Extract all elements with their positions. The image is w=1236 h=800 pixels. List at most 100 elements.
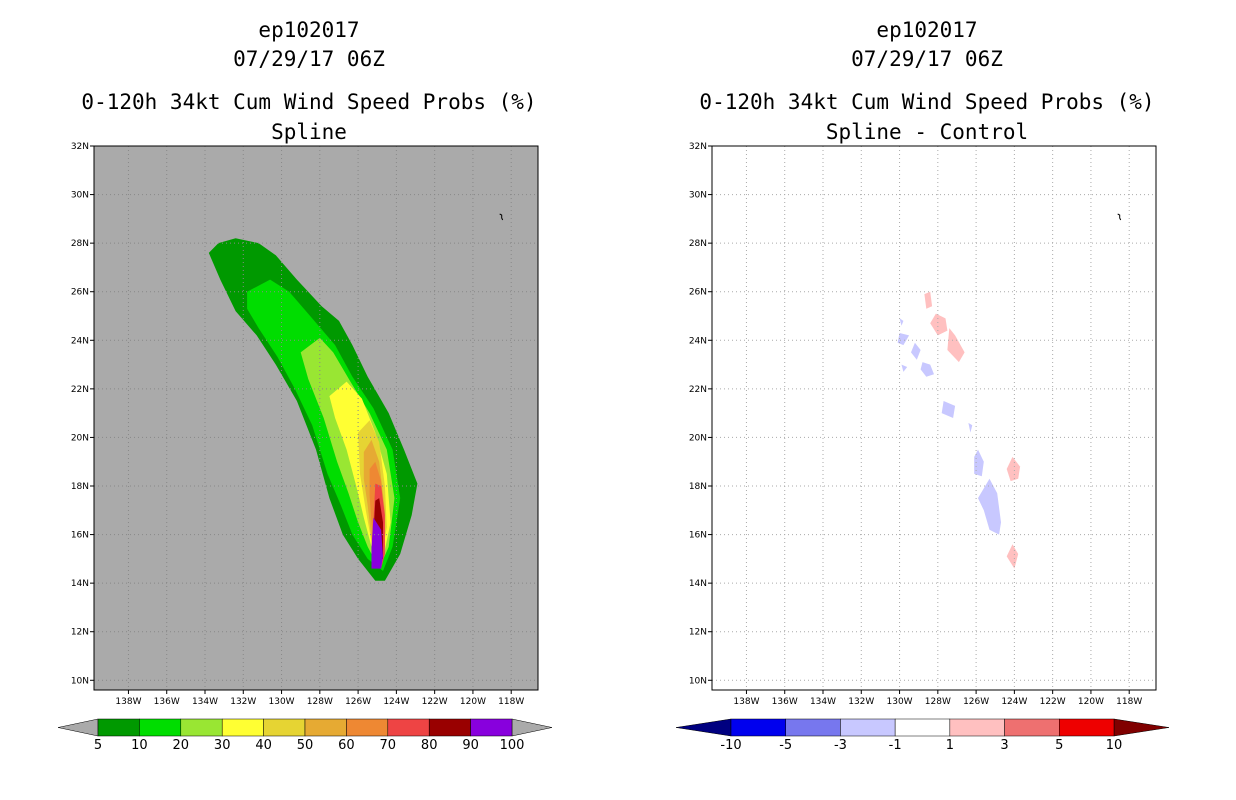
colorbar-swatch-diff-2 bbox=[785, 718, 841, 737]
x-tick-label-134W: 134W bbox=[192, 697, 218, 707]
x-tick-label-138W: 138W bbox=[733, 697, 759, 707]
left-title-line1: ep102017 bbox=[258, 18, 360, 42]
colorbar-swatch-90 bbox=[470, 718, 513, 737]
y-tick-label-30N: 30N bbox=[689, 191, 707, 201]
negative-diff-area-5 bbox=[941, 401, 956, 418]
left-title-line2: 07/29/17 06Z bbox=[233, 47, 385, 71]
x-tick-label-126W: 126W bbox=[345, 697, 371, 707]
y-tick-label-20N: 20N bbox=[71, 433, 89, 443]
colorbar-label-20: 20 bbox=[173, 738, 190, 753]
negative-diff-area-9 bbox=[899, 318, 904, 326]
positive-diff-area-3 bbox=[947, 328, 965, 363]
colorbar-label-5: 5 bbox=[1055, 738, 1063, 753]
plot-background-1 bbox=[712, 146, 1156, 690]
colorbar-swatch-60 bbox=[346, 718, 389, 737]
island-outline-1 bbox=[1117, 213, 1122, 221]
colorbar-label--5: -5 bbox=[779, 738, 792, 753]
x-tick-label-120W: 120W bbox=[460, 697, 486, 707]
x-tick-label-124W: 124W bbox=[1001, 697, 1027, 707]
colorbar-lower-arrow-0 bbox=[57, 718, 99, 737]
positive-diff-area-1 bbox=[924, 291, 933, 309]
colorbar-label-60: 60 bbox=[338, 738, 355, 753]
x-tick-label-128W: 128W bbox=[307, 697, 333, 707]
colorbar-label-5: 5 bbox=[94, 738, 102, 753]
colorbar-label-3: 3 bbox=[1000, 738, 1008, 753]
x-tick-label-122W: 122W bbox=[1040, 697, 1066, 707]
y-tick-label-26N: 26N bbox=[689, 288, 707, 298]
colorbar-label-1: 1 bbox=[946, 738, 954, 753]
y-tick-label-26N: 26N bbox=[71, 288, 89, 298]
colorbar-upper-arrow-1 bbox=[1113, 718, 1170, 737]
y-tick-label-10N: 10N bbox=[71, 676, 89, 686]
x-tick-label-128W: 128W bbox=[925, 697, 951, 707]
right-title-line3: 0-120h 34kt Cum Wind Speed Probs (%) bbox=[699, 90, 1155, 114]
y-tick-label-20N: 20N bbox=[689, 433, 707, 443]
negative-diff-area-3 bbox=[920, 362, 934, 377]
colorbar-swatch-70 bbox=[387, 718, 430, 737]
positive-diff-area-4 bbox=[1006, 456, 1021, 482]
colorbar-upper-arrow-0 bbox=[511, 718, 553, 737]
colorbar-label-70: 70 bbox=[380, 738, 397, 753]
y-tick-label-18N: 18N bbox=[71, 482, 89, 492]
negative-diff-area-1 bbox=[897, 333, 910, 346]
colorbar-label--10: -10 bbox=[720, 738, 741, 753]
island-outline-0 bbox=[499, 213, 504, 221]
y-tick-label-14N: 14N bbox=[689, 579, 707, 589]
y-tick-label-12N: 12N bbox=[71, 628, 89, 638]
colorbar-swatch-20 bbox=[180, 718, 223, 737]
y-tick-label-22N: 22N bbox=[71, 385, 89, 395]
y-tick-label-28N: 28N bbox=[689, 239, 707, 249]
x-tick-label-136W: 136W bbox=[772, 697, 798, 707]
colorbar-swatch-diff-4 bbox=[894, 718, 951, 737]
colorbar-swatch-diff-1 bbox=[730, 718, 786, 737]
colorbar-swatch-50 bbox=[304, 718, 347, 737]
y-tick-label-24N: 24N bbox=[689, 336, 707, 346]
left-title-line3: 0-120h 34kt Cum Wind Speed Probs (%) bbox=[81, 90, 537, 114]
right-title-line1: ep102017 bbox=[876, 18, 978, 42]
colorbar-swatch-30 bbox=[221, 718, 264, 737]
negative-diff-area-2 bbox=[911, 342, 921, 360]
y-tick-label-32N: 32N bbox=[689, 142, 707, 152]
colorbar-swatch-10 bbox=[139, 718, 182, 737]
colorbar-swatch-diff-3 bbox=[840, 718, 896, 737]
colorbar-swatch-diff-5 bbox=[949, 718, 1005, 737]
x-tick-label-134W: 134W bbox=[810, 697, 836, 707]
y-tick-label-18N: 18N bbox=[689, 482, 707, 492]
colorbar-label-10: 10 bbox=[1106, 738, 1123, 753]
x-tick-label-138W: 138W bbox=[115, 697, 141, 707]
x-tick-label-120W: 120W bbox=[1078, 697, 1104, 707]
x-tick-label-130W: 130W bbox=[269, 697, 295, 707]
y-tick-label-30N: 30N bbox=[71, 191, 89, 201]
colorbar-lower-arrow-1 bbox=[675, 718, 732, 737]
colorbar-label-40: 40 bbox=[255, 738, 272, 753]
x-tick-label-124W: 124W bbox=[383, 697, 409, 707]
y-tick-label-12N: 12N bbox=[689, 628, 707, 638]
y-tick-label-24N: 24N bbox=[71, 336, 89, 346]
colorbar-label-10: 10 bbox=[131, 738, 148, 753]
plot-frame-1 bbox=[711, 145, 1157, 691]
colorbar-label-90: 90 bbox=[462, 738, 479, 753]
negative-diff-area-8 bbox=[978, 478, 1001, 535]
colorbar-swatch-40 bbox=[263, 718, 306, 737]
x-tick-label-132W: 132W bbox=[230, 697, 256, 707]
x-tick-label-118W: 118W bbox=[1116, 697, 1142, 707]
right-subtitle: Spline - Control bbox=[825, 120, 1029, 144]
negative-diff-area-6 bbox=[968, 422, 973, 433]
negative-diff-area-7 bbox=[974, 449, 984, 477]
y-tick-label-32N: 32N bbox=[71, 142, 89, 152]
plot-area-0 bbox=[94, 146, 538, 690]
x-tick-label-122W: 122W bbox=[422, 697, 448, 707]
x-tick-label-130W: 130W bbox=[887, 697, 913, 707]
plot-area-1 bbox=[712, 146, 1156, 690]
colorbar-swatch-diff-6 bbox=[1004, 718, 1060, 737]
y-tick-label-14N: 14N bbox=[71, 579, 89, 589]
x-tick-label-118W: 118W bbox=[498, 697, 524, 707]
negative-diff-area-4 bbox=[901, 364, 908, 372]
plot-frame-0 bbox=[93, 145, 539, 691]
colorbar-label-50: 50 bbox=[297, 738, 314, 753]
y-tick-label-28N: 28N bbox=[71, 239, 89, 249]
colorbar-swatch-diff-7 bbox=[1059, 718, 1115, 737]
left-subtitle: Spline bbox=[271, 120, 347, 144]
x-tick-label-126W: 126W bbox=[963, 697, 989, 707]
